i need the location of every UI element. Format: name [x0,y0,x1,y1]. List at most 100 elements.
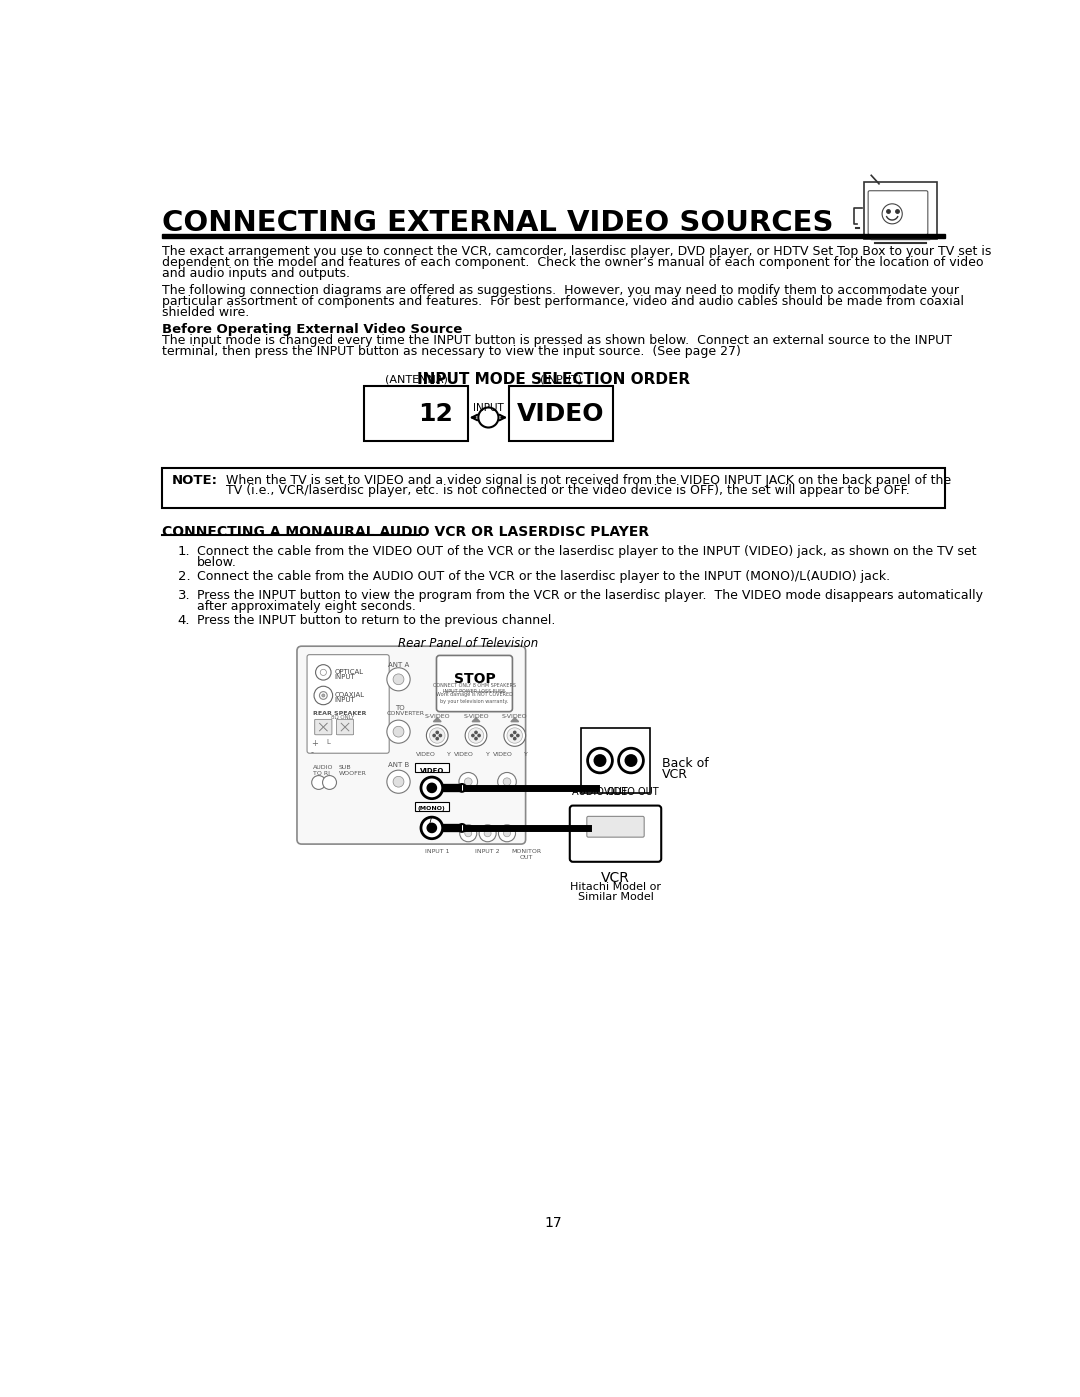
Bar [415,763,449,773]
Circle shape [464,830,472,837]
Text: VIDEO: VIDEO [494,753,513,757]
Circle shape [321,669,326,676]
Circle shape [498,773,516,791]
Text: /: / [429,816,432,826]
Circle shape [322,694,325,697]
Text: shielded wire.: shielded wire. [162,306,249,320]
FancyBboxPatch shape [586,816,644,837]
Circle shape [475,738,477,740]
FancyBboxPatch shape [314,719,332,735]
Text: CONNECTING EXTERNAL VIDEO SOURCES: CONNECTING EXTERNAL VIDEO SOURCES [162,210,834,237]
Text: L: L [326,739,330,746]
Circle shape [314,686,333,704]
Bar [509,386,613,441]
Text: +: + [311,739,318,749]
Text: TO: TO [394,704,404,711]
Text: Y: Y [486,753,489,757]
Text: ANT B: ANT B [388,763,409,768]
Bar [864,182,937,239]
Circle shape [428,823,436,833]
Circle shape [503,830,511,837]
Circle shape [595,756,606,766]
Bar [162,468,945,509]
Circle shape [436,738,438,740]
Circle shape [514,738,516,740]
Text: CONNECT ONLY 8 OHM SPEAKERS
INPUT POWER LOSS FUSE: CONNECT ONLY 8 OHM SPEAKERS INPUT POWER … [433,683,516,694]
Text: OPTICAL: OPTICAL [334,669,363,675]
Text: INPUT: INPUT [334,673,355,680]
Text: particular assortment of components and features.  For best performance, video a: particular assortment of components and … [162,295,964,309]
Text: VCR: VCR [602,872,630,886]
Text: VCR: VCR [662,768,688,781]
Text: CONVERTER: CONVERTER [387,711,424,715]
Circle shape [433,735,435,736]
Text: S-VIDEO: S-VIDEO [502,714,527,718]
Text: Hitachi Model or: Hitachi Model or [570,882,661,891]
Text: STOP: STOP [454,672,496,686]
Text: Connect the cable from the AUDIO OUT of the VCR or the laserdisc player to the I: Connect the cable from the AUDIO OUT of … [197,570,890,583]
Text: INPUT: INPUT [334,697,355,703]
Circle shape [480,824,496,842]
Circle shape [458,784,465,792]
Text: CONNECTING A MONAURAL AUDIO VCR OR LASERDISC PLAYER: CONNECTING A MONAURAL AUDIO VCR OR LASER… [162,525,649,539]
Circle shape [507,728,523,743]
Text: S-VIDEO: S-VIDEO [463,714,489,718]
Text: Y: Y [447,753,450,757]
Text: INPUT MODE SELECTION ORDER: INPUT MODE SELECTION ORDER [417,372,690,387]
Text: Back of: Back of [662,757,708,770]
Circle shape [464,778,472,785]
Circle shape [478,735,481,736]
Circle shape [387,719,410,743]
Text: (INPUT): (INPUT) [540,374,582,384]
Text: 4.: 4. [177,613,190,627]
Polygon shape [433,718,441,722]
Text: VIDEO: VIDEO [517,402,605,426]
Text: 2.: 2. [177,570,190,583]
Text: VIDEO OUT: VIDEO OUT [604,787,659,798]
Text: 3.: 3. [177,588,190,602]
Circle shape [312,775,326,789]
Circle shape [430,728,445,743]
Circle shape [436,731,438,733]
Circle shape [588,749,612,773]
Text: (MONO): (MONO) [418,806,446,812]
Text: Before Operating External Video Source: Before Operating External Video Source [162,323,462,337]
Text: dependent on the model and features of each component.  Check the owner’s manual: dependent on the model and features of e… [162,256,984,268]
Circle shape [393,726,404,738]
Circle shape [387,770,410,793]
Circle shape [428,784,436,792]
FancyBboxPatch shape [570,806,661,862]
Polygon shape [472,718,480,722]
Circle shape [511,735,513,736]
Text: SUB
WOOFER: SUB WOOFER [339,764,367,775]
FancyBboxPatch shape [436,655,512,711]
Circle shape [421,777,443,799]
Text: INPUT 2: INPUT 2 [475,849,500,854]
Text: Work damage is NOT COVERED
by your television warranty.: Work damage is NOT COVERED by your telev… [436,693,513,704]
Circle shape [460,824,476,842]
Text: Y: Y [525,753,528,757]
Text: VIDEO: VIDEO [420,768,444,774]
Circle shape [465,725,487,746]
Circle shape [619,749,644,773]
Text: VIDEO: VIDEO [455,753,474,757]
Circle shape [882,204,902,224]
Text: ANT A: ANT A [388,662,409,668]
Text: AUDIO OUT: AUDIO OUT [572,787,627,798]
Text: Connect the cable from the VIDEO OUT of the VCR or the laserdisc player to the I: Connect the cable from the VIDEO OUT of … [197,545,976,557]
Circle shape [427,725,448,746]
Text: (ANTENNA): (ANTENNA) [384,374,447,384]
Polygon shape [511,718,518,722]
Text: INPUT 1: INPUT 1 [426,849,449,854]
Text: 8Ω ONLY: 8Ω ONLY [332,715,354,721]
Circle shape [315,665,332,680]
Circle shape [478,408,499,427]
Text: Press the INPUT button to view the program from the VCR or the laserdisc player.: Press the INPUT button to view the progr… [197,588,983,602]
Text: terminal, then press the INPUT button as necessary to view the input source.  (S: terminal, then press the INPUT button as… [162,345,741,358]
Text: TV (i.e., VCR/laserdisc player, etc. is not connected or the video device is OFF: TV (i.e., VCR/laserdisc player, etc. is … [227,485,910,497]
Text: MONITOR
OUT: MONITOR OUT [511,849,541,859]
Circle shape [459,773,477,791]
Text: When the TV is set to VIDEO and a video signal is not received from the VIDEO IN: When the TV is set to VIDEO and a video … [227,474,951,486]
Circle shape [503,778,511,785]
FancyBboxPatch shape [307,655,389,753]
